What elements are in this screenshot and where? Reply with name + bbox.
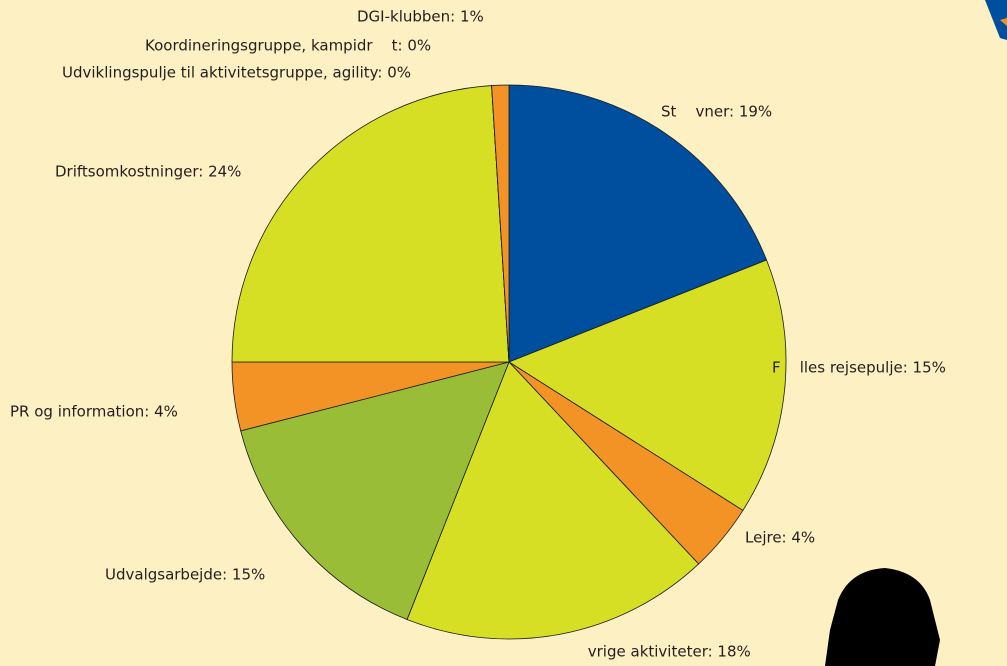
pie-slice [508, 84, 768, 363]
slice-label: Koordineringsgruppe, kampidr t: 0% [145, 37, 431, 55]
pie-slice [406, 361, 700, 640]
slice-label: Udviklingspulje til aktivitetsgruppe, ag… [62, 64, 411, 82]
slice-label: vrige aktiviteter: 18% [583, 643, 751, 661]
pie-slice [240, 361, 510, 621]
pie-slice [508, 259, 787, 511]
slice-label: DGI-klubben: 1% [357, 8, 484, 26]
blob-decoration [825, 568, 940, 666]
slice-label: Driftsomkostninger: 24% [55, 163, 241, 181]
slice-label: Lejre: 4% [745, 529, 815, 547]
pie-slice [231, 85, 510, 363]
slice-label: Udvalgsarbejde: 15% [105, 566, 265, 584]
corner-decoration [985, 0, 1007, 40]
slice-label: St vner: 19% [661, 103, 772, 121]
corner-decoration [1000, 18, 1007, 26]
pie-slice [491, 84, 510, 363]
slice-label: PR og information: 4% [10, 403, 178, 421]
slice-label: F lles rejsepulje: 15% [772, 359, 946, 377]
